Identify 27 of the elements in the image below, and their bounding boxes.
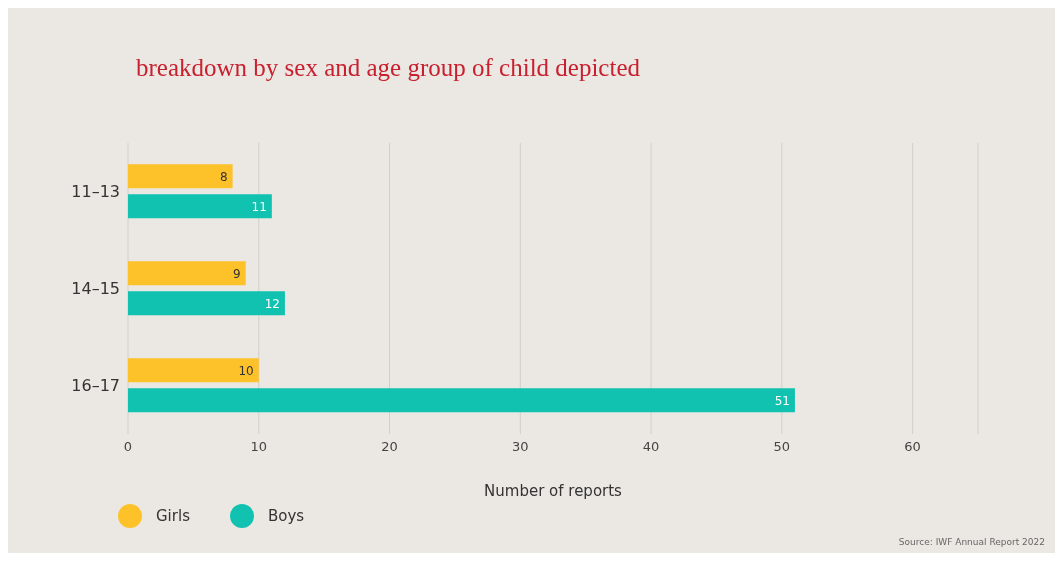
x-tick-label: 30	[512, 439, 529, 455]
source-note: Source: IWF Annual Report 2022	[898, 537, 1045, 547]
data-label: 8	[219, 169, 228, 184]
bar	[128, 291, 285, 316]
data-label: 12	[264, 296, 280, 311]
bar	[128, 388, 795, 413]
x-tick-label: 40	[642, 439, 660, 455]
data-label: 9	[233, 266, 241, 281]
legend-label: Boys	[267, 507, 305, 525]
y-tick-label: 11–13	[71, 182, 120, 202]
x-tick-label: 50	[773, 439, 791, 455]
bar	[128, 261, 246, 286]
data-label: 11	[251, 199, 267, 214]
bar	[128, 358, 259, 383]
data-label: 10	[238, 363, 254, 378]
chart-title: breakdown by sex and age group of child depicted	[136, 54, 641, 82]
y-tick-label: 16–17	[71, 376, 120, 396]
x-tick-label: 10	[250, 439, 268, 455]
x-tick-label: 60	[904, 439, 921, 455]
bar	[128, 164, 233, 189]
x-tick-label: 0	[123, 439, 133, 455]
bar	[128, 194, 272, 219]
legend-label: Girls	[156, 507, 190, 525]
x-axis-title: Number of reports	[484, 482, 623, 500]
y-tick-label: 14–15	[71, 279, 120, 299]
x-tick-label: 20	[381, 439, 398, 455]
data-label: 51	[774, 393, 790, 408]
